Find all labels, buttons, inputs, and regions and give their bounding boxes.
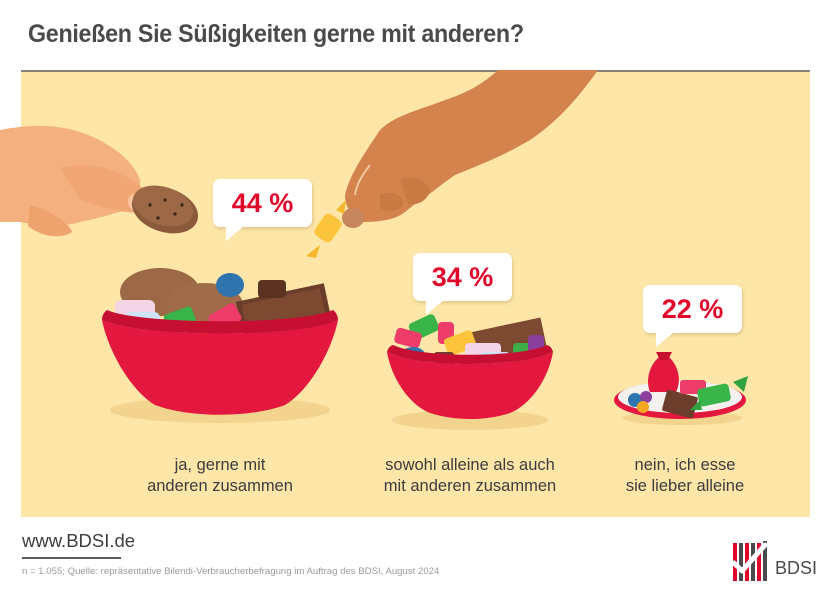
bubble-tail bbox=[426, 300, 444, 315]
bdsi-logo-icon bbox=[733, 541, 768, 581]
value-bubble-3: 22 % bbox=[643, 285, 742, 347]
bubble-tail bbox=[226, 226, 244, 241]
bubble-tail bbox=[656, 332, 674, 347]
footer-divider bbox=[22, 557, 121, 559]
website-link[interactable]: www.BDSI.de bbox=[22, 530, 136, 551]
value-bubble-2: 34 % bbox=[413, 253, 512, 315]
category-label-2: sowohl alleine als auch mit anderen zusa… bbox=[383, 456, 557, 495]
source-note: n = 1.055; Quelle: repräsentative Bilend… bbox=[22, 566, 440, 577]
value-label-3: 22 % bbox=[661, 294, 724, 324]
value-bubble-1: 44 % bbox=[213, 179, 312, 241]
page-title: Genießen Sie Süßigkeiten gerne mit ander… bbox=[28, 20, 524, 48]
category-label-3: nein, ich esse sie lieber alleine bbox=[625, 456, 745, 495]
bdsi-logo-text: BDSI bbox=[775, 558, 818, 578]
category-label-1: ja, gerne mit anderen zusammen bbox=[147, 456, 293, 495]
value-label-2: 34 % bbox=[431, 262, 494, 292]
value-label-1: 44 % bbox=[231, 188, 294, 218]
